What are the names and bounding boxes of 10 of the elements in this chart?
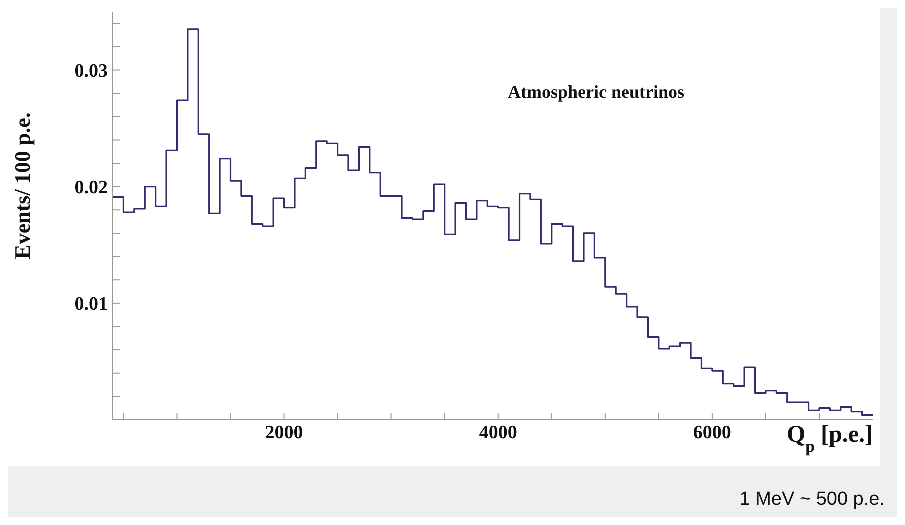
x-tick-label: 4000 [479,422,518,444]
x-tick-label: 6000 [693,422,732,444]
x-axis-title: Q$_{p}$ [p.e.] [787,422,873,456]
x-tick-label: 2000 [265,422,304,444]
y-axis-title: Events/ 100 p.e. [10,112,34,260]
y-tick-label: 0.02 [74,178,108,199]
y-tick-label: 0.01 [74,294,108,316]
text: 1 MeV ~ 500 p.e. [740,489,885,511]
y-tick-label: 0.03 [74,61,108,82]
annotation: Atmospheric neutrinos [508,82,684,103]
